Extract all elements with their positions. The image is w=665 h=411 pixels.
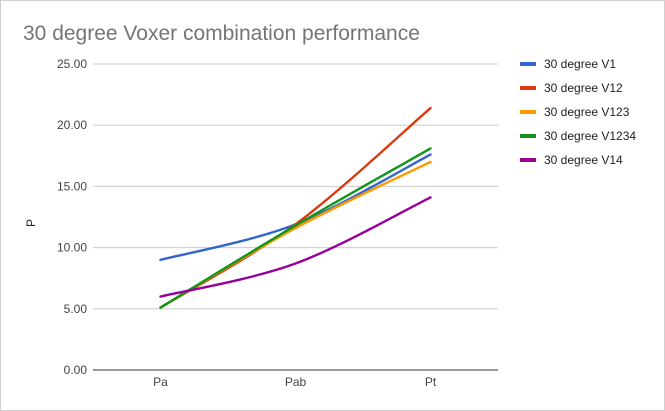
- y-axis-ticks: 0.00 5.00 10.00 15.00 20.00 25.00: [57, 57, 87, 377]
- series-line-30-degree-v1234: [159, 147, 432, 309]
- legend-label-30-degree-v12: 30 degree V12: [544, 81, 623, 95]
- legend-swatch-30-degree-v12: [520, 86, 536, 90]
- series-line-30-degree-v14: [159, 196, 432, 298]
- x-tick-label: Pt: [425, 375, 437, 389]
- y-tick-label: 25.00: [57, 57, 87, 71]
- legend-label-30-degree-v123: 30 degree V123: [544, 105, 630, 119]
- legend-label-30-degree-v1234: 30 degree V1234: [544, 129, 636, 143]
- legend-swatch-30-degree-v1: [520, 62, 536, 66]
- legend-swatch-30-degree-v123: [520, 110, 536, 114]
- x-tick-label: Pab: [285, 375, 307, 389]
- y-tick-label: 5.00: [64, 302, 88, 316]
- x-axis-ticks: Pa Pab Pt: [153, 375, 437, 389]
- x-tick-label: Pa: [153, 375, 168, 389]
- y-tick-label: 0.00: [64, 363, 88, 377]
- legend: 30 degree V1 30 degree V12 30 degree V123 3…: [520, 57, 636, 167]
- y-axis-label: P: [24, 219, 38, 227]
- series-lines: [159, 106, 432, 309]
- series-line-30-degree-v12: [159, 106, 432, 309]
- legend-swatch-30-degree-v14: [520, 158, 536, 162]
- y-tick-label: 10.00: [57, 241, 87, 255]
- y-tick-label: 15.00: [57, 179, 87, 193]
- legend-label-30-degree-v1: 30 degree V1: [544, 57, 616, 71]
- legend-swatch-30-degree-v1234: [520, 134, 536, 138]
- gridlines: [93, 63, 498, 371]
- legend-label-30-degree-v14: 30 degree V14: [544, 153, 623, 167]
- chart-title: 30 degree Voxer combination performance: [23, 22, 420, 45]
- series-line-30-degree-v123: [159, 160, 432, 309]
- y-tick-label: 20.00: [57, 118, 87, 132]
